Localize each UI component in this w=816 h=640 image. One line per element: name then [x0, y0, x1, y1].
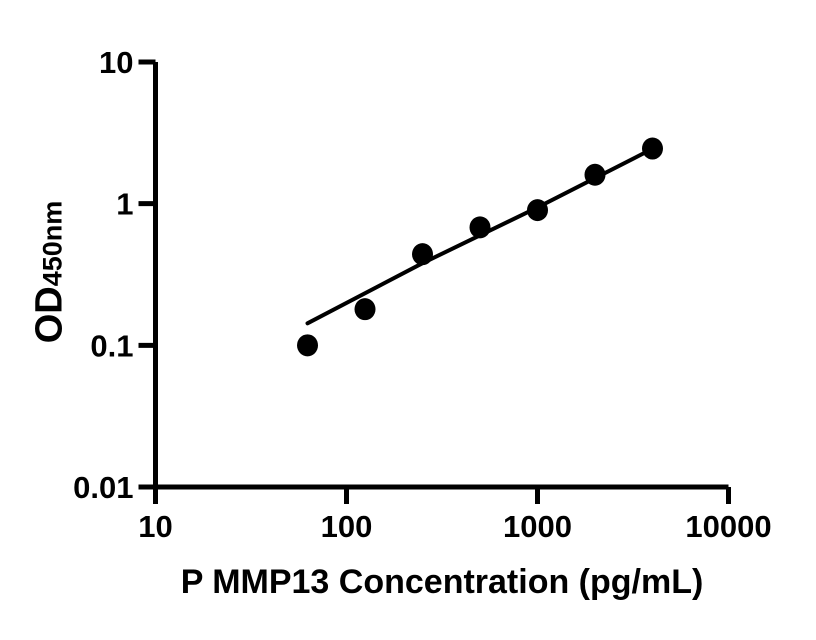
y-tick-label: 0.01 — [73, 470, 133, 505]
fit-line — [305, 146, 655, 326]
y-tick-label: 1 — [116, 187, 133, 222]
data-point — [297, 334, 319, 357]
y-axis-title-subscript: 450nm — [37, 200, 68, 287]
x-tick-label: 1000 — [503, 509, 572, 544]
y-axis-title-main: OD — [28, 286, 71, 344]
y-tick-label: 10 — [99, 45, 133, 80]
y-tick-label: 0.1 — [90, 328, 133, 363]
x-tick-label: 10000 — [685, 509, 771, 544]
data-point — [354, 298, 376, 321]
x-tick-label: 10 — [138, 509, 172, 544]
x-tick-label: 100 — [321, 509, 373, 544]
x-axis-title: P MMP13 Concentration (pg/mL) — [180, 563, 704, 601]
